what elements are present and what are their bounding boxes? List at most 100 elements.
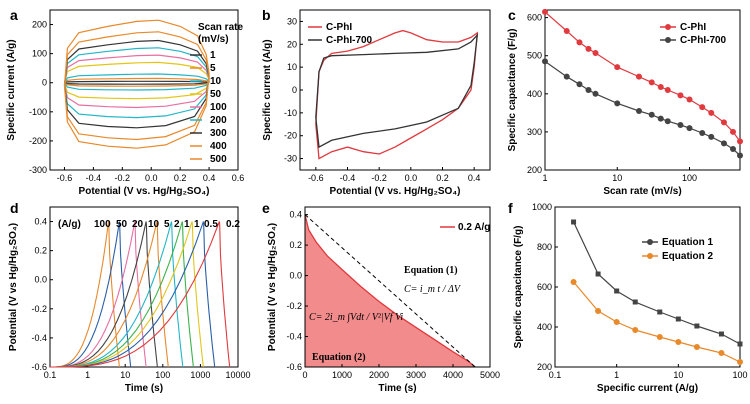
panel-c-capacitance-vs-scan-rate: 1 10 100 200 300 400 500 600 Scan rate (mV/s) Spe… bbox=[507, 8, 743, 197]
panel-f-point-Equation 2 bbox=[570, 279, 577, 285]
panel-d-legend-label-1: 1 bbox=[194, 219, 200, 230]
panel-c-point-C-PhI bbox=[614, 64, 621, 71]
panel-b-legend-label-C-PhI-700: C-PhI-700 bbox=[326, 35, 373, 46]
panel-c-point-C-PhI-700 bbox=[614, 100, 621, 107]
panel-e-linear-reference bbox=[304, 214, 476, 368]
panel-c-point-C-PhI bbox=[729, 128, 736, 135]
panel-e-x-tick-label: 1000 bbox=[332, 370, 352, 380]
panel-c-point-C-PhI bbox=[737, 138, 743, 145]
panel-a-x-axis-label: Potential (V vs. Hg/Hg₂SO₄) bbox=[79, 186, 210, 197]
panel-c-point-C-PhI bbox=[677, 92, 684, 99]
panel-c-point-C-PhI bbox=[699, 104, 706, 111]
panel-f-y-tick-label: 200 bbox=[537, 362, 552, 372]
panel-d-gcd-curve-5 bbox=[50, 221, 169, 368]
panel-c-point-C-PhI-700 bbox=[677, 122, 684, 129]
panel-e-discharge-curve bbox=[304, 214, 476, 368]
panel-a-y-tick-label: 0 bbox=[42, 78, 47, 88]
panel-c-point-C-PhI bbox=[657, 83, 664, 90]
panel-e-y-tick-label: 0.2 bbox=[289, 240, 302, 250]
panel-a-x-tick-label: 0.2 bbox=[174, 173, 187, 183]
panel-a-legend-label-1: 1 bbox=[210, 50, 216, 61]
panel-c-legend-marker-C-PhI-700 bbox=[665, 37, 671, 43]
panel-b-y-tick-label: 30 bbox=[287, 16, 297, 26]
panel-d-y-tick-label: 0.0 bbox=[34, 275, 47, 285]
panel-f-series-line-Equation 1 bbox=[573, 221, 741, 345]
panel-c-point-C-PhI-700 bbox=[585, 87, 592, 93]
panel-d-legend-label-2: 2 bbox=[174, 219, 180, 230]
panel-c-point-C-PhI bbox=[686, 96, 693, 103]
panel-c-point-C-PhI bbox=[708, 109, 715, 116]
panel-c-y-tick-label: 500 bbox=[527, 51, 542, 61]
panel-d-gcd-curves: 0.1 1 10 100 1000 10000 -0.6 -0.4 -0.2 0.0 0.2 0.4 T… bbox=[8, 206, 251, 394]
panel-a-legend-label-100: 100 bbox=[210, 102, 227, 113]
panel-c-point-C-PhI-700 bbox=[635, 107, 642, 114]
panel-f-point-Equation 1 bbox=[657, 309, 663, 315]
panel-e-x-tick-label: 4000 bbox=[443, 370, 463, 380]
panel-e-x-axis-label: Time (s) bbox=[378, 383, 416, 394]
panel-e-x-tick-label: 3000 bbox=[406, 370, 426, 380]
panel-b-y-tick-label: -20 bbox=[284, 131, 297, 141]
panel-e-x-tick-label: 5000 bbox=[480, 370, 500, 380]
panel-e-y-tick-label: -0.2 bbox=[286, 301, 302, 311]
panel-c-y-tick-label: 600 bbox=[527, 13, 542, 23]
panel-label-d: d bbox=[10, 200, 19, 216]
panel-c-point-C-PhI-700 bbox=[648, 111, 655, 118]
panel-c-point-C-PhI bbox=[664, 87, 671, 93]
panel-a-legend-label-300: 300 bbox=[210, 128, 227, 139]
panel-c-point-C-PhI bbox=[585, 45, 592, 52]
panel-a-cv-curve-1 bbox=[64, 80, 210, 85]
panel-d-gcd-curve-10 bbox=[50, 221, 158, 368]
panel-c-series-line-C-PhI-700 bbox=[544, 60, 741, 156]
panel-f-point-Equation 1 bbox=[614, 288, 620, 294]
panel-a-y-tick-label: 200 bbox=[32, 20, 47, 30]
panel-d-legend-label-50: 50 bbox=[116, 219, 128, 230]
panel-d-legend-label-0.5: 0.5 bbox=[204, 219, 218, 230]
panel-f-point-Equation 2 bbox=[632, 327, 639, 333]
panel-label-a: a bbox=[10, 7, 18, 23]
panel-f-point-Equation 1 bbox=[694, 323, 700, 329]
panel-a-legend-label-500: 500 bbox=[210, 154, 227, 165]
panel-e-x-tick-label: 2000 bbox=[369, 370, 389, 380]
panel-e-y-tick-label: 0.4 bbox=[289, 210, 302, 220]
panel-f-point-Equation 1 bbox=[632, 299, 638, 305]
panel-label-f: f bbox=[508, 200, 513, 216]
panel-c-x-tick-label: 1 bbox=[542, 173, 547, 183]
panel-c-point-C-PhI-700 bbox=[542, 58, 548, 65]
panel-f-point-Equation 2 bbox=[595, 308, 602, 314]
panel-a-y-axis-label: Specific current (A/g) bbox=[6, 39, 17, 140]
panel-a-legend-label-5: 5 bbox=[210, 63, 216, 74]
panel-d-x-tick-label: 0.1 bbox=[44, 370, 57, 380]
panel-b-plot-frame bbox=[299, 9, 491, 171]
panel-b-y-axis-label: Specific current (A/g) bbox=[262, 39, 273, 140]
panel-f-point-Equation 2 bbox=[656, 334, 663, 340]
panel-e-equation-2-title: Equation (2) bbox=[312, 352, 366, 363]
panel-d-legend-label-100: 100 bbox=[94, 219, 111, 230]
panel-d-y-tick-label: 0.2 bbox=[34, 246, 47, 256]
panel-a-cv-curve-50 bbox=[63, 61, 210, 100]
panel-a-x-tick-label: -0.6 bbox=[57, 173, 73, 183]
panel-f-legend-marker-Equation 1 bbox=[647, 239, 653, 245]
panel-a-x-tick-label: 0.6 bbox=[232, 173, 245, 183]
panel-a-legend-label-50: 50 bbox=[210, 89, 222, 100]
panel-d-legend-label-0.2: 0.2 bbox=[226, 219, 240, 230]
panel-a-plot-frame bbox=[49, 9, 239, 171]
panel-d-y-tick-label: -0.4 bbox=[31, 333, 47, 343]
panel-b-cv-comparison: -0.6 -0.4 -0.2 0.0 0.2 0.4 -30 -20 -10 0 10 20 30 Pot… bbox=[262, 9, 491, 197]
panel-f-point-Equation 1 bbox=[675, 316, 681, 322]
panel-a-legend-label-400: 400 bbox=[210, 141, 227, 152]
panel-c-x-tick-label: 10 bbox=[612, 173, 622, 183]
panel-b-y-tick-label: -30 bbox=[284, 154, 297, 164]
panel-a-y-tick-label: -300 bbox=[29, 165, 47, 175]
panel-e-plot-frame bbox=[304, 206, 491, 368]
panel-b-x-tick-label: -0.2 bbox=[371, 173, 387, 183]
panel-b-x-tick-label: -0.4 bbox=[340, 173, 356, 183]
panel-f-legend-marker-Equation 2 bbox=[647, 253, 653, 259]
panel-c-x-tick-label: 100 bbox=[682, 173, 697, 183]
panel-f-x-axis-label: Specific current (A/g) bbox=[597, 383, 698, 394]
panel-e-y-tick-label: -0.6 bbox=[286, 362, 302, 372]
panel-c-point-C-PhI bbox=[635, 73, 642, 80]
panel-f-point-Equation 2 bbox=[675, 339, 682, 345]
panel-c-point-C-PhI bbox=[592, 50, 599, 57]
panel-a-legend-title: (mV/s) bbox=[198, 34, 229, 45]
panel-d-x-axis-label: Time (s) bbox=[125, 383, 163, 394]
